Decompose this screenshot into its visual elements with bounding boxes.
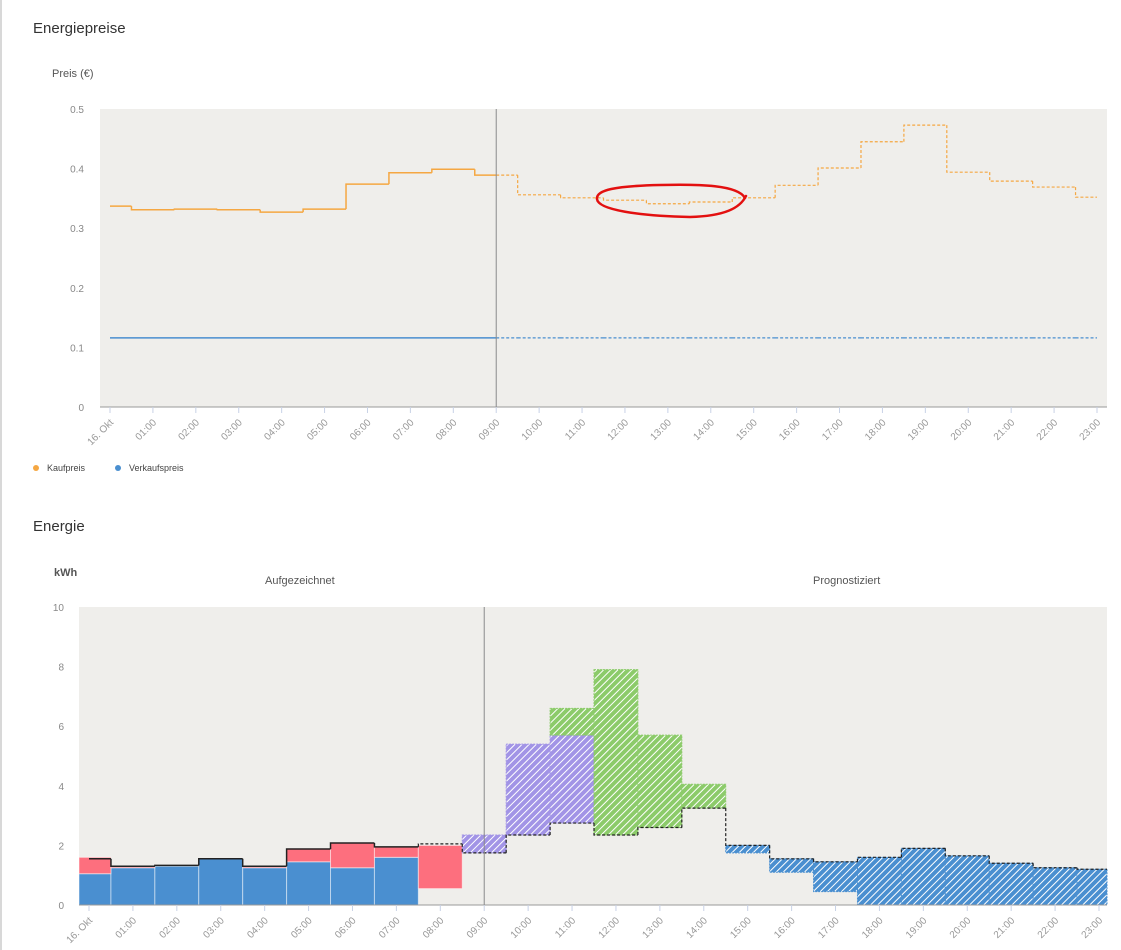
x-tick-label: 10:00 — [509, 915, 535, 941]
legend-label-verkaufspreis: Verkaufspreis — [129, 463, 184, 473]
x-tick-label: 11:00 — [553, 915, 578, 940]
legend-label-kaufpreis: Kaufpreis — [47, 463, 86, 473]
energy-bar-segment — [286, 847, 332, 863]
x-tick-label: 20:00 — [948, 915, 974, 941]
price-chart: 00.10.20.30.40.516. Okt 01:00 02:00 03:00 04… — [70, 105, 1107, 448]
energy-bar-segment — [286, 861, 332, 906]
energy-bar-segment — [78, 873, 112, 906]
energy-bar-segment — [593, 669, 639, 836]
x-tick-label: 02:00 — [157, 915, 183, 941]
energy-bar-segment — [549, 734, 595, 824]
energy-bar-segment — [769, 858, 815, 873]
y-tick-label: 0.1 — [70, 343, 84, 354]
region-label-recorded: Aufgezeichnet — [265, 575, 335, 587]
buy-price-line-recorded — [110, 168, 497, 213]
energy-y-axis-title: kWh — [54, 567, 78, 579]
annotation-ellipse — [595, 183, 748, 219]
energy-bar-segment — [725, 844, 771, 854]
x-tick-label: 06:00 — [333, 915, 359, 941]
x-tick-label: 22:00 — [1036, 915, 1062, 941]
energy-bar-segment — [198, 858, 244, 906]
y-tick-label: 0.5 — [70, 105, 84, 116]
buy-price-line-forecast — [496, 124, 1097, 205]
y-tick-label: 0.2 — [70, 284, 84, 295]
price-legend: Kaufpreis Verkaufspreis — [33, 463, 184, 473]
x-tick-label: 18:00 — [860, 915, 886, 941]
legend-dot-verkaufspreis-icon — [115, 465, 122, 471]
energy-bar-segment — [373, 856, 419, 906]
x-tick-label: 09:00 — [465, 915, 491, 941]
energy-bar-segment — [505, 743, 551, 836]
x-tick-label: 19:00 — [904, 915, 930, 941]
x-tick-label: 16:00 — [772, 915, 798, 941]
region-label-forecast: Prognostiziert — [813, 575, 881, 587]
x-tick-label: 08:00 — [421, 915, 447, 941]
y-tick-label: 4 — [58, 782, 64, 793]
x-tick-label: 15:00 — [728, 915, 754, 941]
y-tick-label: 0 — [78, 403, 84, 414]
energy-bar-segment — [856, 856, 902, 906]
energy-bar-segment — [988, 862, 1034, 906]
y-tick-label: 2 — [58, 841, 64, 852]
x-tick-label: 07:00 — [377, 915, 403, 941]
x-tick-label: 03:00 — [201, 915, 227, 941]
energy-bar-segment — [242, 867, 288, 906]
y-tick-label: 6 — [58, 722, 64, 733]
energy-bar-segment — [681, 783, 727, 809]
energy-bar-segment — [78, 856, 112, 875]
x-tick-label: 04:00 — [245, 915, 271, 941]
y-tick-label: 8 — [58, 663, 64, 674]
energy-bar-segment — [1032, 867, 1078, 906]
legend-item-kaufpreis[interactable]: Kaufpreis — [33, 463, 85, 473]
energy-bar-segment — [330, 841, 375, 869]
legend-dot-kaufpreis-icon — [33, 465, 39, 471]
consumption-line-recorded — [89, 842, 419, 868]
price-section-title: Energiepreise — [33, 20, 126, 37]
x-tick-label: 14:00 — [684, 915, 710, 941]
x-tick-label: 21:00 — [992, 915, 1018, 941]
energy-bar-segment — [549, 707, 595, 736]
energy-bar-segment — [637, 734, 683, 829]
price-y-axis-title: Preis (€) — [52, 68, 94, 80]
energy-bar-segment — [330, 867, 375, 906]
energy-bar-segment — [900, 847, 946, 906]
x-tick-label: 13:00 — [641, 915, 667, 941]
energy-bar-segment — [110, 867, 156, 906]
energy-bar-segment — [1076, 868, 1108, 906]
energy-bar-segment — [813, 861, 858, 893]
left-border — [0, 0, 2, 950]
legend-item-verkaufspreis[interactable]: Verkaufspreis — [115, 463, 184, 473]
x-tick-label: 01:00 — [114, 915, 140, 941]
consumption-line-forecast — [417, 807, 1107, 870]
energy-bar-segment — [373, 846, 419, 858]
energy-bar-segment — [417, 844, 463, 890]
energy-bar-segment — [944, 855, 990, 906]
x-tick-label: 16. Okt — [65, 915, 96, 946]
x-tick-label: 05:00 — [289, 915, 315, 941]
y-tick-label: 0 — [58, 901, 64, 912]
energy-bar-segment — [154, 865, 200, 906]
y-tick-label: 0.4 — [70, 165, 84, 176]
energy-section-title: Energie — [33, 518, 85, 535]
x-tick-label: 12:00 — [597, 915, 623, 941]
y-tick-label: 0.3 — [70, 224, 84, 235]
y-tick-label: 10 — [53, 603, 65, 614]
x-tick-label: 23:00 — [1080, 915, 1106, 941]
x-tick-label: 17:00 — [816, 915, 842, 941]
plot-background — [100, 109, 1107, 407]
